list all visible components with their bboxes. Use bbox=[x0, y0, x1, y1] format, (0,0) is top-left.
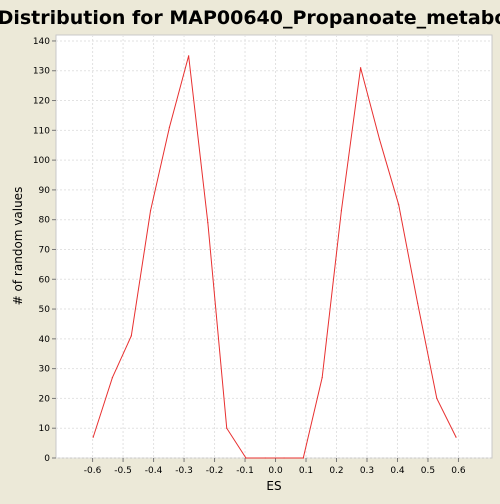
x-tick-label: 0.4 bbox=[390, 466, 405, 476]
data-point bbox=[207, 222, 209, 224]
data-point bbox=[111, 376, 114, 379]
plot-area bbox=[55, 34, 493, 459]
y-tick-label: 90 bbox=[39, 186, 51, 196]
x-tick-label: 0.2 bbox=[329, 466, 343, 476]
y-tick-label: 40 bbox=[39, 335, 51, 345]
y-tick-label: 50 bbox=[39, 305, 51, 315]
data-point bbox=[149, 210, 152, 212]
data-point bbox=[321, 376, 323, 379]
y-tick-label: 120 bbox=[33, 97, 50, 107]
x-tick-label: -0.6 bbox=[84, 466, 102, 476]
data-point bbox=[340, 210, 342, 212]
y-tick-label: 110 bbox=[33, 126, 50, 136]
data-point bbox=[264, 457, 266, 459]
data-point bbox=[130, 335, 132, 337]
data-point bbox=[417, 302, 419, 304]
x-tick-label: -0.4 bbox=[145, 466, 163, 476]
x-tick-label: 0.0 bbox=[268, 466, 283, 476]
data-point bbox=[455, 436, 457, 438]
x-axis-label: ES bbox=[266, 479, 281, 493]
y-tick-label: 10 bbox=[39, 424, 51, 434]
data-point bbox=[245, 457, 247, 459]
x-tick-label: -0.5 bbox=[114, 466, 132, 476]
y-tick-label: 130 bbox=[33, 67, 50, 77]
data-point bbox=[302, 457, 304, 459]
x-tick-label: -0.2 bbox=[206, 466, 224, 476]
y-tick-label: 0 bbox=[44, 454, 50, 464]
x-tick-label: 0.5 bbox=[421, 466, 435, 476]
series-line bbox=[92, 55, 457, 459]
y-tick-label: 60 bbox=[39, 275, 51, 285]
y-tick-label: 100 bbox=[33, 156, 50, 166]
y-axis-label: # of random values bbox=[11, 187, 25, 306]
x-tick-label: -0.3 bbox=[175, 466, 193, 476]
data-point bbox=[283, 457, 285, 459]
data-point bbox=[92, 436, 94, 438]
data-point bbox=[168, 126, 171, 128]
y-tick-label: 20 bbox=[39, 394, 51, 404]
series-layer bbox=[92, 55, 457, 459]
data-point bbox=[398, 204, 400, 206]
y-tick-label: 140 bbox=[33, 37, 50, 47]
data-point bbox=[226, 427, 228, 429]
grid-layer bbox=[56, 35, 492, 459]
x-tick-label: 0.6 bbox=[451, 466, 466, 476]
axis-layer: -0.6 -0.5 -0.4 -0.3 -0.2 -0.1 0.0 0.1 0.2 0.3 0.4 0… bbox=[33, 37, 466, 476]
data-point bbox=[359, 67, 362, 69]
chart-title: Null Distribution for MAP00640_Propanoat… bbox=[0, 7, 500, 29]
x-tick-label: 0.1 bbox=[299, 466, 313, 476]
data-point bbox=[436, 397, 438, 400]
x-tick-label: -0.1 bbox=[236, 466, 254, 476]
y-tick-label: 70 bbox=[39, 245, 51, 255]
y-tick-label: 80 bbox=[39, 216, 51, 226]
y-tick-label: 30 bbox=[39, 365, 51, 375]
data-point bbox=[188, 55, 190, 57]
x-tick-label: 0.3 bbox=[360, 466, 374, 476]
data-point bbox=[378, 138, 381, 140]
